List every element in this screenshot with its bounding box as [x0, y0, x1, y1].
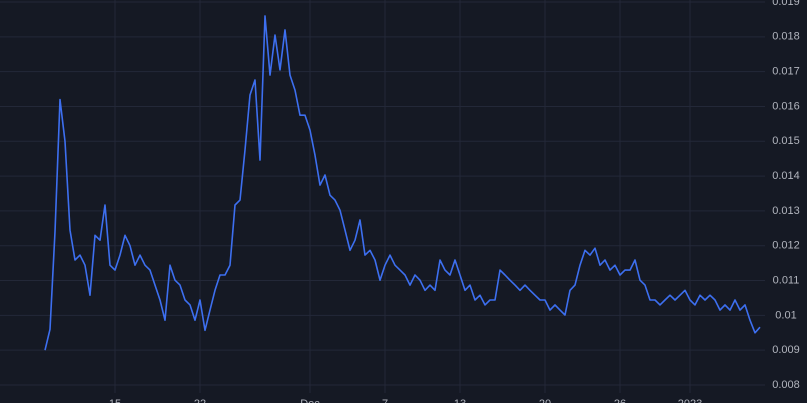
y-tick-label: 0.011	[773, 274, 800, 286]
y-tick-label: 0.019	[772, 0, 800, 8]
x-tick-label: 22	[194, 398, 206, 403]
y-tick-label: 0.015	[772, 135, 800, 147]
x-tick-label: 2023	[678, 398, 702, 403]
x-tick-label: 7	[382, 398, 388, 403]
x-tick-label: 26	[614, 398, 626, 403]
y-tick-label: 0.012	[772, 240, 800, 252]
y-tick-label: 0.01	[775, 309, 796, 321]
y-tick-label: 0.014	[772, 170, 800, 182]
y-tick-label: 0.018	[772, 31, 800, 43]
y-tick-label: 0.016	[772, 100, 800, 112]
price-line	[44, 15, 761, 351]
y-tick-label: 0.013	[772, 205, 800, 217]
x-tick-label: 13	[454, 398, 466, 403]
y-tick-label: 0.009	[772, 344, 800, 356]
x-tick-label: Dec	[300, 398, 320, 403]
y-tick-label: 0.017	[772, 66, 800, 78]
x-tick-label: 20	[539, 398, 551, 403]
x-tick-label: 15	[109, 398, 121, 403]
y-tick-label: 0.008	[772, 379, 800, 391]
